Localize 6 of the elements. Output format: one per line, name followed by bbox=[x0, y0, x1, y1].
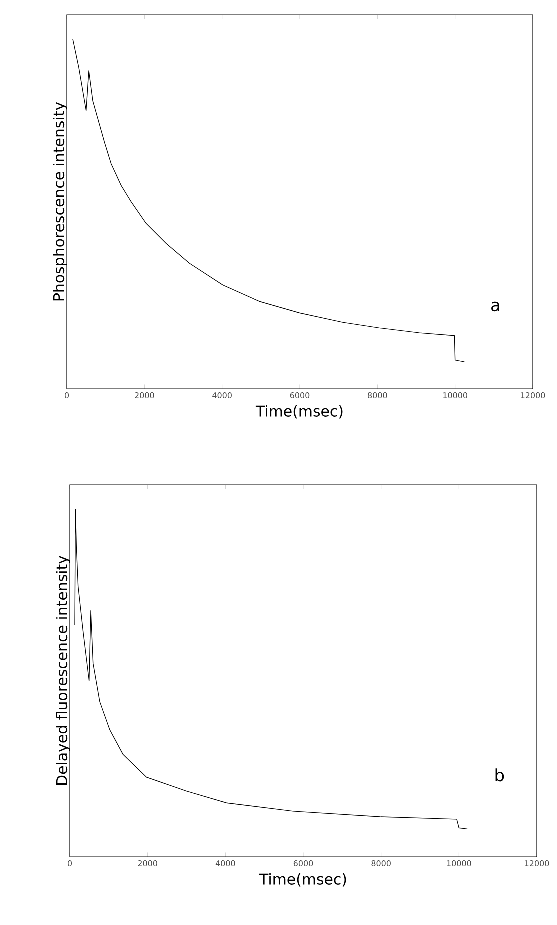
x-axis-title: Time(msec) bbox=[256, 405, 343, 419]
y-axis-title: Delayed fluorescence intensity bbox=[56, 556, 70, 785]
x-axis-title: Time(msec) bbox=[259, 873, 346, 887]
annotation: b bbox=[496, 768, 504, 782]
annotation: a bbox=[492, 302, 500, 312]
y-axis-title: Phosphorescence intensity bbox=[53, 102, 68, 301]
